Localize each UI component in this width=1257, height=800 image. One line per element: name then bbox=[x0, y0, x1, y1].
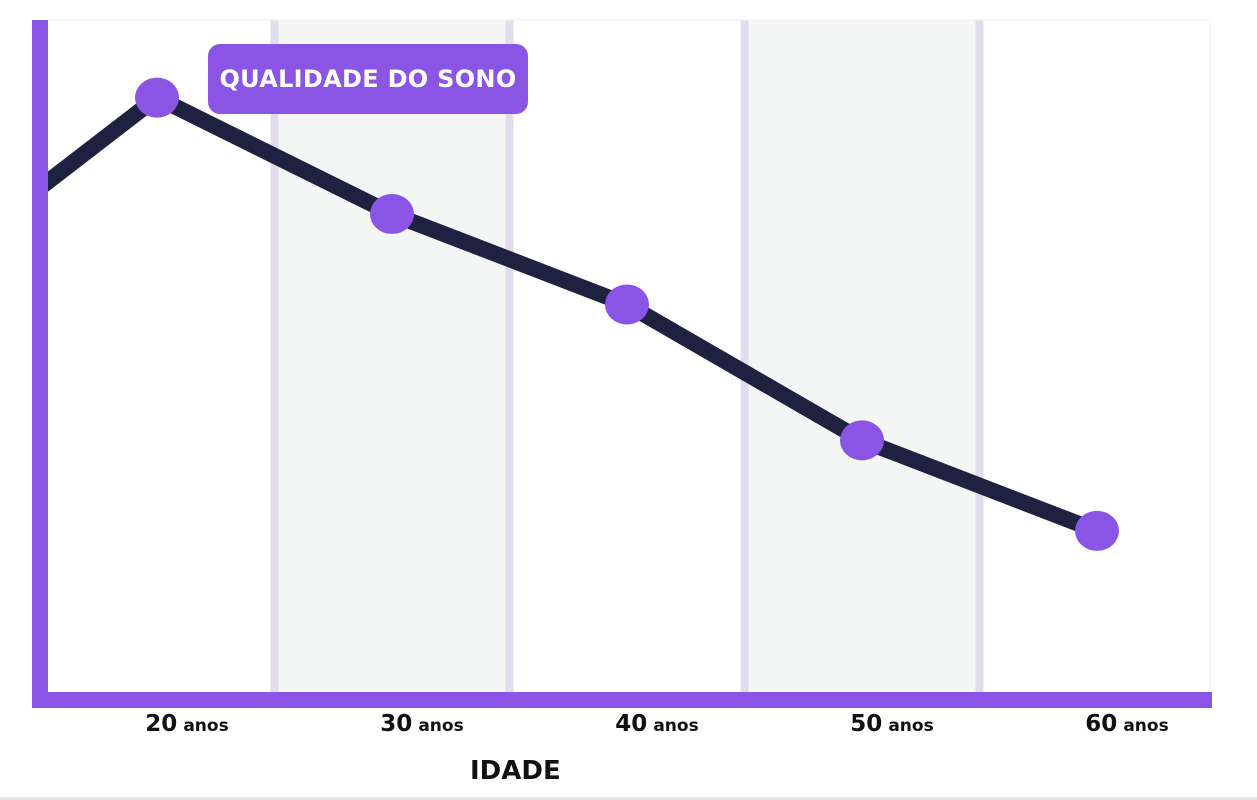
data-point-60 bbox=[1075, 510, 1119, 551]
data-point-50 bbox=[840, 420, 884, 461]
legend-series-label: QUALIDADE DO SONO bbox=[208, 44, 528, 114]
shaded-band bbox=[744, 20, 980, 699]
x-tick-label-40: 40 anos bbox=[615, 711, 698, 737]
x-tick-label-30: 30 anos bbox=[380, 711, 463, 737]
y-axis-line bbox=[32, 20, 48, 708]
x-tick-label-20: 20 anos bbox=[145, 711, 228, 737]
series-line bbox=[34, 89, 1100, 539]
data-point-40 bbox=[605, 284, 649, 325]
shaded-band bbox=[274, 20, 510, 699]
x-axis-line bbox=[32, 692, 1212, 708]
x-tick-label-50: 50 anos bbox=[850, 711, 933, 737]
x-axis-title: IDADE bbox=[470, 756, 561, 786]
data-point-20 bbox=[135, 77, 179, 118]
data-point-30 bbox=[370, 194, 414, 234]
bottom-divider bbox=[0, 797, 1257, 800]
x-tick-label-60: 60 anos bbox=[1085, 711, 1168, 737]
